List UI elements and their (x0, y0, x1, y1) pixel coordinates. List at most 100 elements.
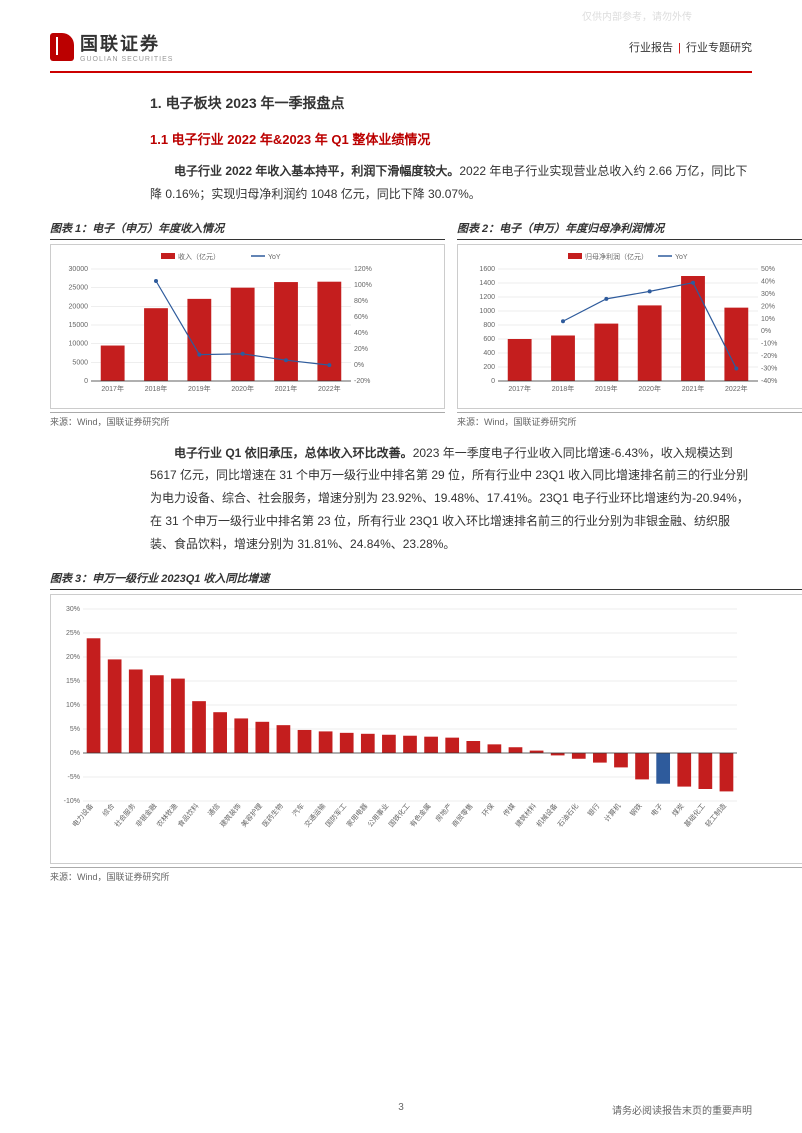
svg-text:200: 200 (483, 364, 495, 371)
svg-text:0%: 0% (761, 328, 771, 335)
svg-text:20%: 20% (354, 346, 368, 353)
page: 国联证券 GUOLIAN SECURITIES 行业报告 | 行业专题研究 1.… (0, 0, 802, 907)
svg-text:25%: 25% (66, 630, 80, 637)
svg-text:2021年: 2021年 (275, 384, 298, 393)
svg-text:1000: 1000 (479, 308, 495, 315)
svg-text:2019年: 2019年 (595, 384, 618, 393)
svg-text:2017年: 2017年 (101, 384, 124, 393)
svg-text:电力设备: 电力设备 (70, 801, 95, 828)
footer: 3 请务必阅读报告末页的重要声明 (50, 1102, 752, 1117)
logo-en: GUOLIAN SECURITIES (80, 56, 173, 63)
logo-text: 国联证券 GUOLIAN SECURITIES (80, 30, 173, 63)
chart2-wrap: 02004006008001000120014001600-40%-30%-20… (457, 244, 802, 409)
chart1-svg: 050001000015000200002500030000-20%0%20%4… (53, 249, 383, 399)
svg-text:-30%: -30% (761, 365, 777, 372)
svg-text:2019年: 2019年 (188, 384, 211, 393)
svg-text:1200: 1200 (479, 294, 495, 301)
svg-text:银行: 银行 (586, 801, 602, 818)
svg-text:2022年: 2022年 (725, 384, 748, 393)
svg-text:-10%: -10% (64, 798, 80, 805)
svg-text:钢铁: 钢铁 (628, 801, 644, 818)
svg-text:社会服务: 社会服务 (112, 801, 137, 828)
svg-text:-20%: -20% (761, 353, 777, 360)
svg-text:2020年: 2020年 (231, 384, 254, 393)
svg-text:15000: 15000 (69, 322, 89, 329)
header-right-right: 行业专题研究 (686, 42, 752, 54)
svg-text:美容护理: 美容护理 (239, 801, 264, 828)
svg-text:食品饮料: 食品饮料 (176, 801, 201, 828)
svg-text:1400: 1400 (479, 280, 495, 287)
svg-text:传媒: 传媒 (501, 801, 517, 818)
svg-text:20%: 20% (761, 303, 775, 310)
chart3-wrap: -10%-5%0%5%10%15%20%25%30%电力设备综合社会服务非银金融… (50, 594, 802, 864)
logo: 国联证券 GUOLIAN SECURITIES (50, 30, 173, 63)
svg-text:5%: 5% (70, 726, 80, 733)
section-h1: 1. 电子板块 2023 年一季报盘点 (150, 93, 752, 113)
svg-text:通信: 通信 (206, 801, 222, 818)
svg-text:YoY: YoY (675, 254, 688, 261)
header-right-left: 行业报告 (629, 42, 673, 54)
svg-text:有色金属: 有色金属 (408, 801, 433, 828)
svg-text:2021年: 2021年 (682, 384, 705, 393)
svg-text:120%: 120% (354, 266, 372, 273)
header-right: 行业报告 | 行业专题研究 (629, 39, 752, 55)
svg-text:20000: 20000 (69, 303, 89, 310)
svg-text:30%: 30% (66, 606, 80, 613)
svg-text:环保: 环保 (480, 801, 496, 818)
watermark: 仅供内部参考，请勿外传 (582, 8, 692, 23)
svg-text:收入（亿元）: 收入（亿元） (178, 252, 220, 261)
svg-text:50%: 50% (761, 266, 775, 273)
svg-text:2017年: 2017年 (508, 384, 531, 393)
svg-text:25000: 25000 (69, 284, 89, 291)
para1: 电子行业 2022 年收入基本持平，利润下滑幅度较大。2022 年电子行业实现营… (150, 160, 752, 206)
svg-text:1600: 1600 (479, 266, 495, 273)
svg-text:石油石化: 石油石化 (555, 801, 580, 828)
svg-text:医药生物: 医药生物 (260, 801, 285, 828)
svg-text:100%: 100% (354, 282, 372, 289)
svg-text:商贸零售: 商贸零售 (450, 801, 475, 828)
svg-text:机械设备: 机械设备 (534, 801, 559, 828)
chart2-source: 来源：Wind，国联证券研究所 (457, 412, 802, 428)
svg-text:汽车: 汽车 (290, 801, 306, 818)
svg-text:0%: 0% (354, 362, 364, 369)
svg-text:建筑装饰: 建筑装饰 (218, 801, 243, 828)
svg-text:公用事业: 公用事业 (366, 801, 391, 828)
svg-text:15%: 15% (66, 678, 80, 685)
svg-text:YoY: YoY (268, 254, 281, 261)
svg-text:10000: 10000 (69, 340, 89, 347)
chart1-title: 图表 1：电子（申万）年度收入情况 (50, 220, 445, 240)
svg-text:2018年: 2018年 (552, 384, 575, 393)
svg-text:-10%: -10% (761, 340, 777, 347)
header: 国联证券 GUOLIAN SECURITIES 行业报告 | 行业专题研究 (50, 30, 752, 73)
svg-text:2020年: 2020年 (638, 384, 661, 393)
para2-rest: 2023 年一季度电子行业收入同比增速-6.43%，收入规模达到 5617 亿元… (150, 446, 749, 551)
svg-text:建筑材料: 建筑材料 (513, 801, 538, 828)
svg-text:40%: 40% (761, 278, 775, 285)
svg-text:基础化工: 基础化工 (682, 801, 707, 828)
svg-text:综合: 综合 (100, 801, 116, 818)
para2: 电子行业 Q1 依旧承压，总体收入环比改善。2023 年一季度电子行业收入同比增… (150, 442, 752, 556)
logo-cn: 国联证券 (80, 30, 173, 56)
svg-text:家用电器: 家用电器 (344, 801, 369, 828)
svg-text:600: 600 (483, 336, 495, 343)
svg-text:10%: 10% (761, 315, 775, 322)
para2-bold: 电子行业 Q1 依旧承压，总体收入环比改善。 (174, 446, 413, 460)
disclaimer: 请务必阅读报告末页的重要声明 (612, 1102, 752, 1117)
svg-text:非银金融: 非银金融 (133, 801, 158, 828)
svg-text:煤炭: 煤炭 (670, 801, 686, 818)
charts-row-1: 图表 1：电子（申万）年度收入情况 0500010000150002000025… (50, 220, 802, 428)
svg-text:归母净利润（亿元）: 归母净利润（亿元） (585, 252, 648, 261)
content: 1. 电子板块 2023 年一季报盘点 1.1 电子行业 2022 年&2023… (50, 93, 752, 883)
svg-text:-40%: -40% (761, 378, 777, 385)
chart1-wrap: 050001000015000200002500030000-20%0%20%4… (50, 244, 445, 409)
svg-text:农林牧渔: 农林牧渔 (155, 801, 180, 828)
svg-text:国防军工: 国防军工 (323, 801, 348, 828)
para1-bold: 电子行业 2022 年收入基本持平，利润下滑幅度较大。 (174, 164, 459, 178)
chart2-title: 图表 2：电子（申万）年度归母净利润情况 (457, 220, 802, 240)
svg-text:30%: 30% (761, 290, 775, 297)
svg-text:0: 0 (84, 378, 88, 385)
svg-text:40%: 40% (354, 330, 368, 337)
svg-text:房地产: 房地产 (433, 801, 453, 823)
chart1-block: 图表 1：电子（申万）年度收入情况 0500010000150002000025… (50, 220, 445, 428)
header-sep: | (678, 42, 681, 54)
